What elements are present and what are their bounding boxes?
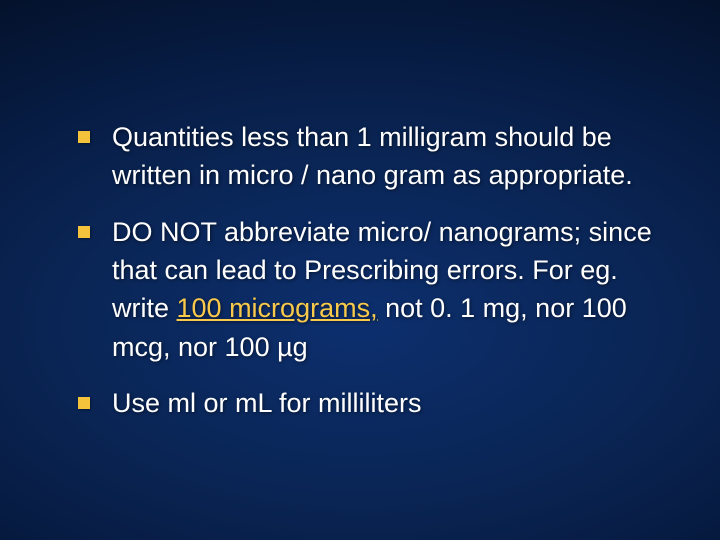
text-segment: Quantities less than 1 milligram should …	[112, 122, 633, 190]
bullet-item: Quantities less than 1 milligram should …	[78, 118, 662, 195]
square-bullet-icon	[78, 226, 90, 238]
bullet-list: Quantities less than 1 milligram should …	[78, 118, 662, 422]
bullet-text: Quantities less than 1 milligram should …	[112, 122, 633, 190]
highlight-text: 100 micrograms,	[177, 293, 378, 323]
bullet-text: Use ml or mL for milliliters	[112, 388, 422, 418]
bullet-item: Use ml or mL for milliliters	[78, 384, 662, 422]
text-segment: Use ml or mL for milliliters	[112, 388, 422, 418]
square-bullet-icon	[78, 397, 90, 409]
bullet-text: DO NOT abbreviate micro/ nanograms; sinc…	[112, 217, 652, 362]
square-bullet-icon	[78, 131, 90, 143]
slide-container: Quantities less than 1 milligram should …	[0, 0, 720, 540]
bullet-item: DO NOT abbreviate micro/ nanograms; sinc…	[78, 213, 662, 366]
